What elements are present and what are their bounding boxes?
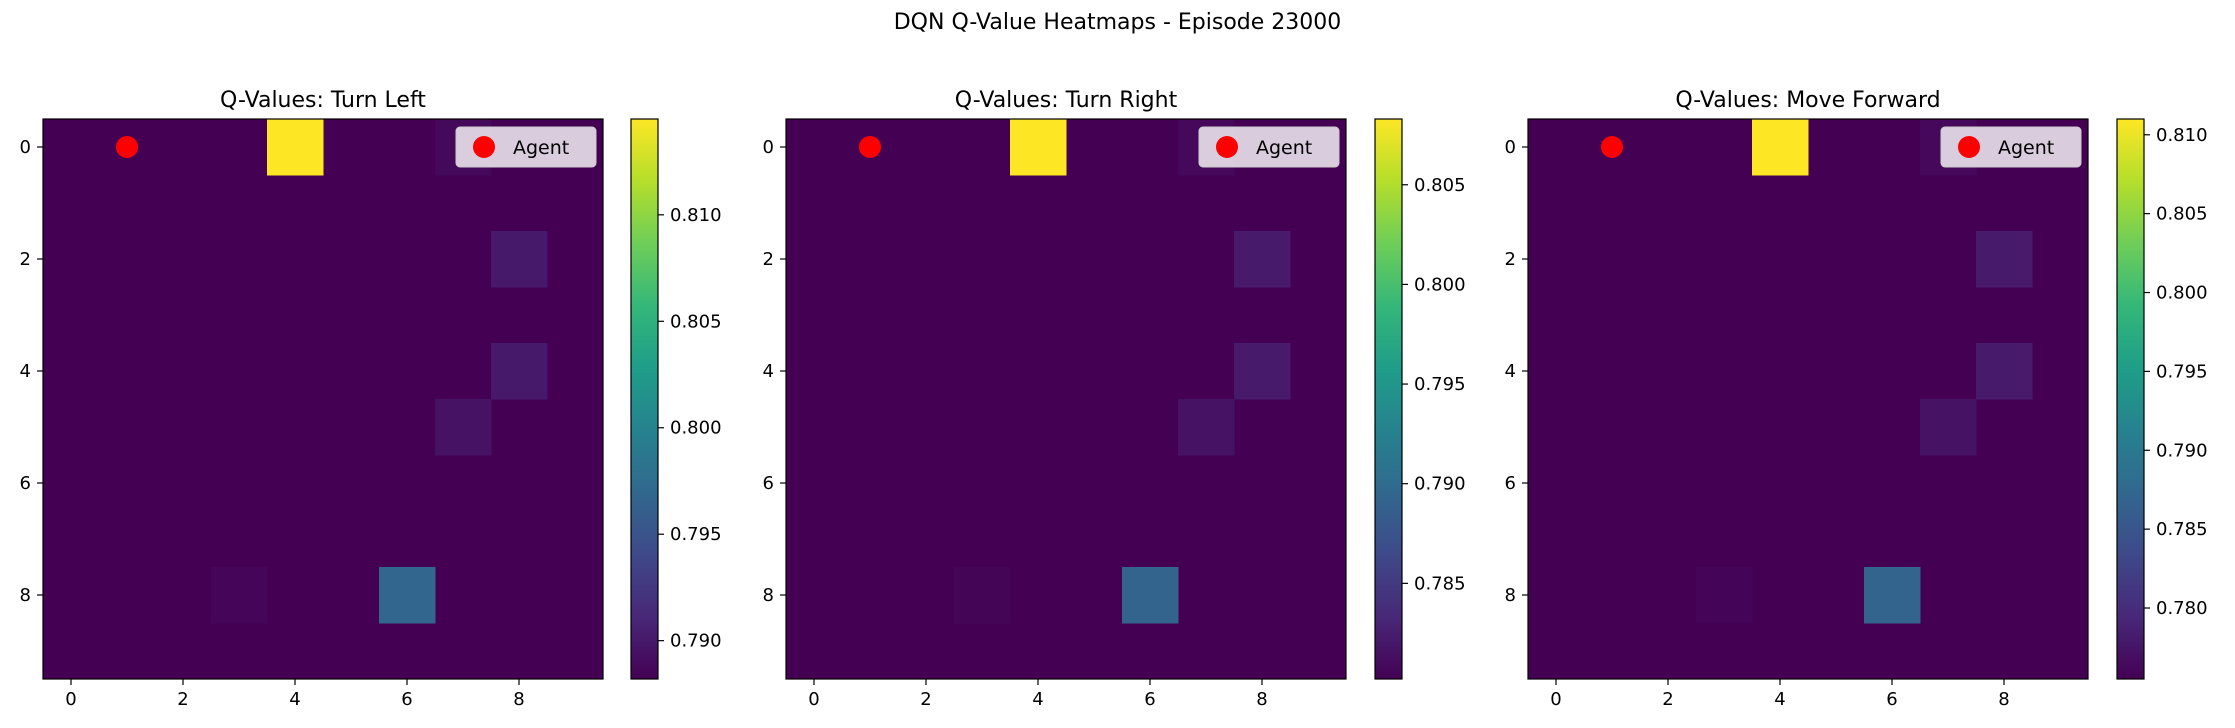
heatmap-cell: [1920, 399, 1977, 456]
y-tick-label: 0: [20, 137, 31, 158]
panel-title: Q-Values: Move Forward: [1675, 88, 1940, 113]
heatmap-cell: [211, 567, 268, 624]
agent-marker: [116, 136, 138, 158]
legend-box: [1198, 126, 1340, 168]
legend-box: [1940, 126, 2082, 168]
legend-box: [455, 126, 597, 168]
x-tick-label: 0: [1550, 689, 1561, 710]
axes-frame: [1527, 118, 2089, 680]
heatmap-cell: [267, 119, 324, 176]
colorbar-tick-label: 0.800: [670, 418, 722, 439]
heatmap-cell: [1234, 343, 1291, 400]
heatmap-cell: [491, 231, 548, 288]
y-tick-label: 4: [763, 361, 774, 382]
y-tick-label: 8: [20, 585, 31, 606]
colorbar-tick-label: 0.805: [670, 311, 722, 332]
heatmap-cell: [1010, 119, 1067, 176]
figure-title: DQN Q-Value Heatmaps - Episode 23000: [893, 10, 1342, 35]
colorbar-tick-label: 0.795: [670, 524, 722, 545]
x-tick-label: 6: [1144, 689, 1155, 710]
heatmap-cell: [1864, 567, 1921, 624]
heatmap-cell: [491, 343, 548, 400]
y-tick-label: 8: [763, 585, 774, 606]
heatmap-cell: [1976, 231, 2033, 288]
colorbar-tick-label: 0.790: [1414, 474, 1466, 495]
legend-marker: [1216, 136, 1238, 158]
x-tick-label: 0: [65, 689, 76, 710]
heatmap-cell: [1122, 567, 1179, 624]
colorbar-gradient: [1374, 118, 1403, 680]
y-tick-label: 0: [1505, 137, 1516, 158]
heatmap-panel-3: Q-Values: Move Forward 0 2 4 6 8 0 2 4 6 8 Agent: [1505, 88, 2089, 710]
x-tick-label: 4: [1032, 689, 1043, 710]
colorbar-tick-label: 0.800: [2156, 283, 2208, 304]
legend-marker: [1958, 136, 1980, 158]
legend-label: Agent: [1256, 137, 1312, 159]
x-tick-label: 4: [289, 689, 300, 710]
colorbar-gradient: [630, 118, 659, 680]
heatmap-cell: [1752, 119, 1809, 176]
y-tick-label: 2: [20, 249, 31, 270]
y-tick-label: 8: [1505, 585, 1516, 606]
y-tick-label: 4: [20, 361, 31, 382]
x-tick-label: 2: [920, 689, 931, 710]
y-tick-label: 4: [1505, 361, 1516, 382]
colorbar-tick-label: 0.795: [2156, 361, 2208, 382]
heatmap-cell: [1976, 343, 2033, 400]
colorbar-2: 0.785 0.790 0.795 0.800 0.805: [1374, 118, 1466, 680]
colorbar-tick-label: 0.800: [1414, 274, 1466, 295]
heatmap-cell: [379, 567, 436, 624]
colorbar-1: 0.790 0.795 0.800 0.805 0.810: [630, 118, 722, 680]
heatmap-panel-2: Q-Values: Turn Right 0 2 4 6 8 0 2 4 6 8 Agent: [763, 88, 1347, 710]
y-tick-label: 6: [763, 473, 774, 494]
panel-title: Q-Values: Turn Left: [220, 88, 426, 113]
colorbar-tick-label: 0.810: [670, 205, 722, 226]
heatmap-cell: [435, 399, 492, 456]
x-tick-label: 2: [1662, 689, 1673, 710]
colorbar-tick-label: 0.785: [2156, 519, 2208, 540]
y-tick-label: 6: [1505, 473, 1516, 494]
colorbar-tick-label: 0.790: [2156, 440, 2208, 461]
heatmap-cell: [1178, 399, 1235, 456]
heatmap-cell: [1234, 231, 1291, 288]
x-tick-label: 0: [808, 689, 819, 710]
colorbar-tick-label: 0.805: [2156, 204, 2208, 225]
y-tick-label: 6: [20, 473, 31, 494]
legend-marker: [473, 136, 495, 158]
agent-marker: [859, 136, 881, 158]
heatmap-cell: [1696, 567, 1753, 624]
x-tick-label: 8: [1256, 689, 1267, 710]
axes-frame: [785, 118, 1347, 680]
y-tick-label: 0: [763, 137, 774, 158]
x-tick-label: 8: [513, 689, 524, 710]
legend-label: Agent: [1998, 137, 2054, 159]
colorbar-tick-label: 0.810: [2156, 125, 2208, 146]
y-tick-label: 2: [763, 249, 774, 270]
x-tick-label: 6: [401, 689, 412, 710]
x-tick-label: 8: [1998, 689, 2009, 710]
x-tick-label: 6: [1886, 689, 1897, 710]
axes-frame: [42, 118, 604, 680]
colorbar-tick-label: 0.795: [1414, 374, 1466, 395]
colorbar-tick-label: 0.780: [2156, 598, 2208, 619]
agent-marker: [1601, 136, 1623, 158]
panel-title: Q-Values: Turn Right: [955, 88, 1178, 113]
colorbar-tick-label: 0.790: [670, 631, 722, 652]
heatmap-panel-1: Q-Values: Turn Left 0 2 4 6 8 0 2 4 6 8 Agent: [20, 88, 604, 710]
colorbar-gradient: [2116, 118, 2145, 680]
colorbar-tick-label: 0.805: [1414, 175, 1466, 196]
legend-label: Agent: [513, 137, 569, 159]
heatmap-cell: [954, 567, 1011, 624]
colorbar-tick-label: 0.785: [1414, 573, 1466, 594]
y-tick-label: 2: [1505, 249, 1516, 270]
colorbar-3: 0.780 0.785 0.790 0.795 0.800 0.805 0.810: [2116, 118, 2208, 680]
x-tick-label: 2: [177, 689, 188, 710]
x-tick-label: 4: [1774, 689, 1785, 710]
